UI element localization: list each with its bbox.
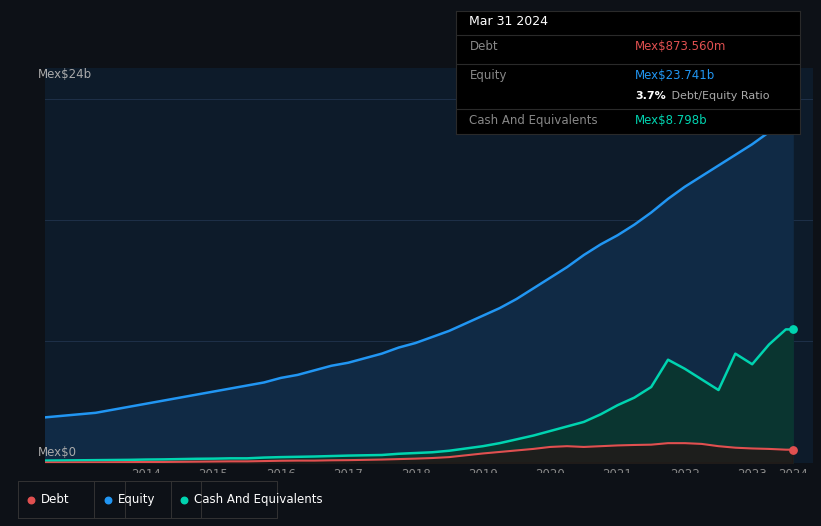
Text: Debt: Debt (41, 493, 70, 506)
Point (101, 495, 114, 504)
Point (786, 325, 799, 333)
Point (786, 98, 799, 107)
Point (177, 495, 190, 504)
Text: Mex$873.560m: Mex$873.560m (635, 40, 727, 53)
Text: Equity: Equity (470, 68, 507, 82)
Text: 3.7%: 3.7% (635, 91, 666, 101)
Text: Mex$24b: Mex$24b (38, 68, 92, 82)
Text: Mar 31 2024: Mar 31 2024 (470, 15, 548, 28)
Point (786, 446, 799, 454)
Point (25, 495, 38, 504)
Text: Cash And Equivalents: Cash And Equivalents (470, 114, 598, 127)
Text: Mex$0: Mex$0 (38, 446, 76, 459)
Text: Mex$8.798b: Mex$8.798b (635, 114, 708, 127)
Text: Debt/Equity Ratio: Debt/Equity Ratio (667, 91, 769, 101)
Text: Cash And Equivalents: Cash And Equivalents (194, 493, 323, 506)
Text: Mex$23.741b: Mex$23.741b (635, 68, 715, 82)
Text: Debt: Debt (470, 40, 498, 53)
Text: Equity: Equity (117, 493, 155, 506)
